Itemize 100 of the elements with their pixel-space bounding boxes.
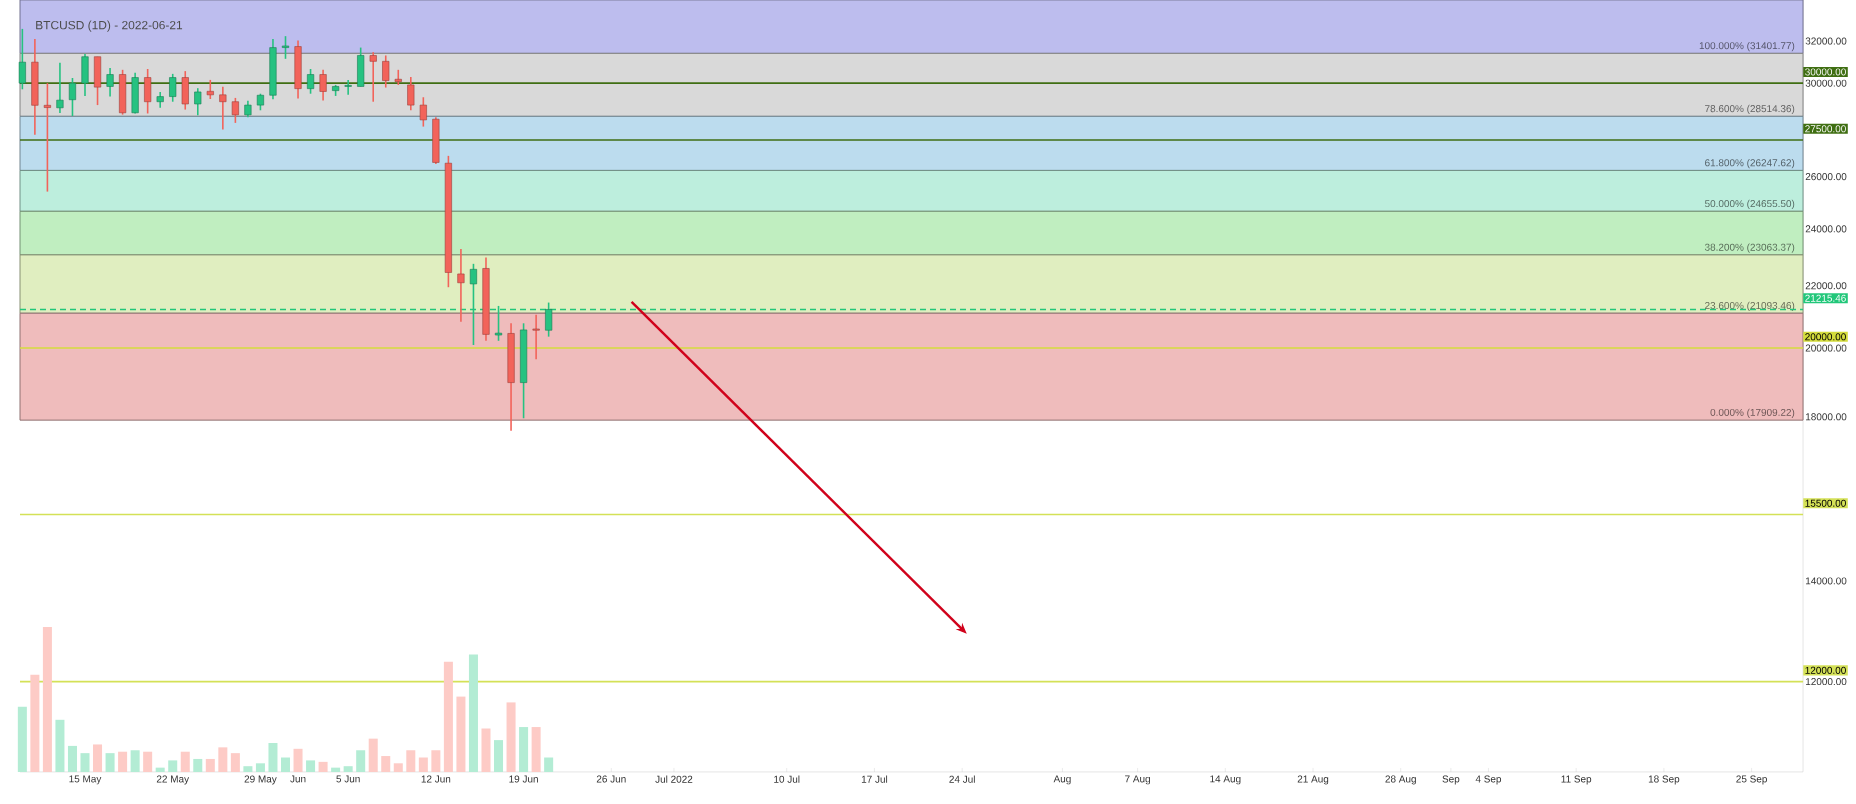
bar	[481, 728, 491, 772]
bar	[506, 702, 516, 772]
x-tick-label: 19 Jun	[509, 775, 538, 783]
x-tick-label: 17 Jul	[861, 775, 888, 783]
candlestick	[394, 69, 402, 86]
ref-line-label: 21215.46	[1805, 294, 1846, 302]
ref-line-label: 27500.00	[1805, 125, 1846, 133]
x-tick-label: Jun	[290, 775, 306, 783]
bar	[443, 661, 453, 772]
bar	[155, 767, 165, 772]
x-tick-label: 29 May	[244, 775, 277, 785]
candlestick	[231, 97, 239, 124]
bar	[93, 744, 103, 772]
bar	[42, 627, 52, 772]
candlestick	[18, 28, 26, 91]
x-tick-label: 11 Sep	[1561, 775, 1592, 785]
y-tick-label: 18000.00	[1806, 413, 1847, 421]
x-tick-label: 14 Aug	[1210, 775, 1241, 785]
bar	[30, 674, 40, 772]
x-tick-label: 21 Aug	[1297, 775, 1329, 785]
x-tick-label: 18 Sep	[1648, 775, 1680, 785]
x-tick-label: 24 Jul	[949, 775, 975, 783]
bar	[343, 766, 353, 772]
bar	[356, 750, 366, 772]
bar	[431, 750, 441, 772]
text: BTCUSD (1D) - 2022-06-21	[36, 20, 183, 32]
x-tick-label: 26 Jun	[596, 775, 626, 783]
candlestick	[532, 314, 540, 361]
x-tick-label: 4 Sep	[1475, 775, 1502, 785]
bar	[456, 696, 466, 772]
candlestick	[206, 79, 214, 100]
bar	[255, 763, 265, 772]
x-tick-label: 7 Aug	[1125, 775, 1150, 785]
candlestick	[457, 248, 465, 323]
bar	[544, 757, 554, 772]
bar	[105, 753, 115, 772]
bar	[418, 757, 428, 772]
candlestick	[319, 69, 327, 102]
band-label: 23.600% (21093.46)	[1705, 301, 1795, 311]
candlestick	[369, 51, 377, 103]
ref-line-label: 15500.00	[1805, 499, 1846, 507]
bar	[180, 751, 190, 772]
bar	[243, 766, 253, 772]
bar	[17, 706, 27, 772]
bar	[381, 756, 391, 772]
bar	[406, 750, 416, 772]
candlestick	[407, 76, 415, 112]
candlestick	[169, 73, 177, 103]
y-tick-label: 30000.00	[1805, 79, 1847, 87]
bar	[130, 750, 140, 772]
bar	[168, 760, 178, 772]
x-tick-label: Aug	[1053, 775, 1071, 785]
candlestick	[419, 96, 427, 128]
candlestick	[43, 82, 51, 193]
bar	[331, 767, 341, 772]
x-tick-label: Sep	[1442, 775, 1460, 785]
bar	[519, 727, 529, 772]
bar	[280, 757, 291, 772]
candlestick	[219, 86, 227, 131]
candlestick	[382, 54, 390, 89]
band-label: 38.200% (23063.37)	[1704, 243, 1795, 253]
bar	[218, 747, 228, 772]
x-tick-label: 5 Jun	[336, 775, 360, 783]
bar	[531, 727, 541, 772]
bar	[118, 751, 128, 772]
bar	[368, 738, 378, 772]
y-tick-label: 32000.00	[1805, 37, 1847, 45]
bar	[293, 748, 303, 772]
bar	[393, 763, 403, 772]
bar	[306, 760, 316, 772]
x-tick-label: 22 May	[156, 775, 190, 785]
bar	[193, 758, 203, 772]
bar	[230, 753, 240, 772]
x-tick-label: 25 Sep	[1736, 775, 1767, 785]
candlestick	[344, 79, 352, 96]
bar	[67, 745, 77, 772]
bar	[55, 719, 65, 772]
x-tick-label: 12 Jun	[421, 775, 451, 783]
y-tick-label: 14000.00	[1806, 577, 1847, 585]
x-tick-label: 28 Aug	[1385, 775, 1416, 785]
bar	[80, 753, 90, 772]
bar	[468, 654, 478, 772]
bar	[143, 751, 153, 772]
band-label: 50.000% (24655.50)	[1704, 199, 1795, 210]
y-tick-label: 26000.00	[1805, 173, 1847, 181]
bar	[318, 761, 328, 772]
band-label: 100.000% (31401.77)	[1699, 41, 1795, 52]
candlestick	[307, 68, 315, 95]
bar	[205, 758, 215, 772]
candlestick	[68, 77, 77, 117]
bar	[494, 740, 504, 772]
candlestick	[106, 67, 114, 98]
y-tick-label: 20000.00	[1805, 344, 1847, 352]
y-tick-label: 22000.00	[1805, 282, 1847, 290]
band-label: 78.600% (28514.36)	[1705, 104, 1795, 115]
band-label: 0.000% (17909.22)	[1710, 408, 1795, 418]
candlestick	[194, 87, 202, 117]
y-tick-label: 24000.00	[1805, 225, 1847, 233]
bar	[268, 743, 278, 772]
y-tick-label: 12000.00	[1806, 678, 1847, 686]
